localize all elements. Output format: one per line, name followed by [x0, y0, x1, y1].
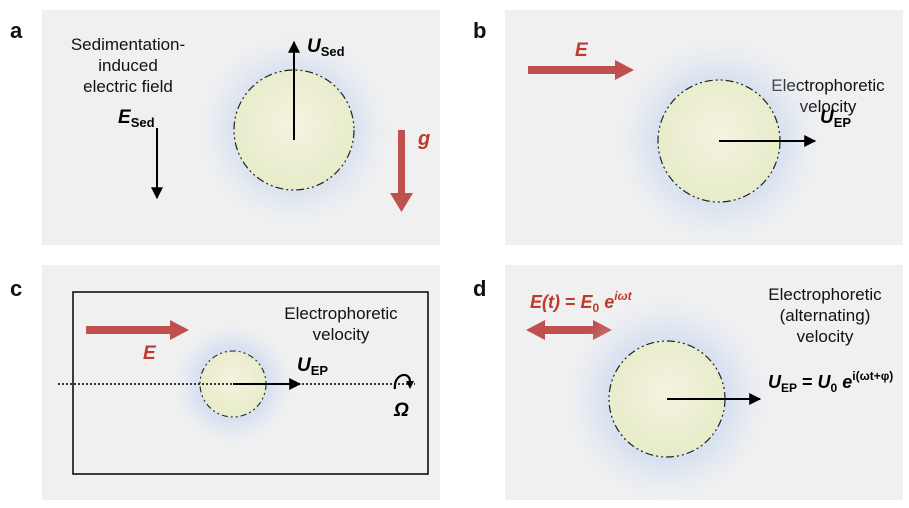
panel-a-velocity-symbol: U [307, 36, 322, 57]
panel-c-velocity-label: UEP [297, 355, 328, 378]
panel-a-field-symbol: E [118, 107, 132, 128]
panel-b-velocity-subscript: EP [834, 115, 852, 130]
panel-a-field-subscript: Sed [131, 115, 155, 130]
panel-d: d E(t) = E0 eiωt Electrophoretic (altern… [473, 265, 903, 503]
panel-a-letter: a [10, 18, 23, 43]
panel-a-velocity-label: USed [307, 36, 345, 59]
panel-b-velocity-label: UEP [820, 107, 851, 130]
panel-c-velocity-symbol: U [297, 355, 312, 376]
panel-d-field-eq: = [560, 292, 581, 312]
panel-d-caption-line-1: Electrophoretic [768, 285, 882, 304]
panel-c: c E Electrophoretic velocity UEP Ω [10, 265, 440, 500]
panel-d-field-exp-base: e [599, 292, 614, 312]
panel-a-caption-line-1: Sedimentation- [71, 35, 185, 54]
panel-a-gravity-arrow [390, 130, 413, 212]
panel-c-letter: c [10, 276, 22, 301]
panel-d-velocity-amp-sub: 0 [831, 381, 838, 395]
panel-b-field-arrow [528, 60, 634, 80]
panel-d-velocity-symbol: U [768, 372, 782, 392]
panel-a-velocity-subscript: Sed [321, 44, 345, 59]
panel-c-field-label: E [143, 343, 157, 364]
panel-d-field-equation: E(t) = E0 eiωt [530, 289, 633, 315]
panel-d-caption-line-3: velocity [797, 327, 854, 346]
panel-c-velocity-subscript: EP [311, 363, 329, 378]
panel-a-field-label: ESed [118, 107, 155, 130]
panel-a-gravity-label: g [417, 128, 430, 150]
panel-a-caption-line-3: electric field [83, 77, 173, 96]
panel-b: b E Electrophoretic velocity UEP [473, 10, 903, 246]
panel-c-rotation-arrowhead [406, 381, 414, 389]
panel-d-letter: d [473, 276, 486, 301]
panel-b-field-label: E [575, 40, 589, 61]
panel-d-field-amp: E [581, 292, 594, 312]
panel-d-field-lhs: E(t) [530, 292, 560, 312]
panel-a: a Sedimentation- induced electric field … [10, 10, 440, 245]
panel-d-field-amp-sub: 0 [593, 301, 600, 315]
panel-c-rotation-icon [393, 373, 412, 390]
panel-d-velocity-equation: UEP = U0 ei(ωt+φ) [768, 369, 893, 395]
panel-b-letter: b [473, 18, 486, 43]
panel-d-velocity-eq: = [797, 372, 818, 392]
panel-c-frame [72, 291, 429, 475]
panel-d-velocity-subscript: EP [781, 381, 797, 395]
panel-d-field-exp: iωt [614, 289, 632, 303]
panel-b-velocity-symbol: U [820, 107, 835, 128]
panel-a-caption-line-2: induced [98, 56, 158, 75]
panel-d-field-arrow [526, 320, 612, 340]
panel-d-velocity-amp: U [818, 372, 832, 392]
panel-c-caption-line-1: Electrophoretic [284, 304, 398, 323]
panel-d-velocity-exp-base: e [837, 372, 852, 392]
panel-d-velocity-exp: i(ωt+φ) [852, 369, 893, 383]
panel-c-rotation-label: Ω [393, 400, 409, 421]
panel-c-field-arrow [86, 320, 189, 340]
panel-c-caption-line-2: velocity [313, 325, 370, 344]
panel-d-caption-line-2: (alternating) [780, 306, 871, 325]
